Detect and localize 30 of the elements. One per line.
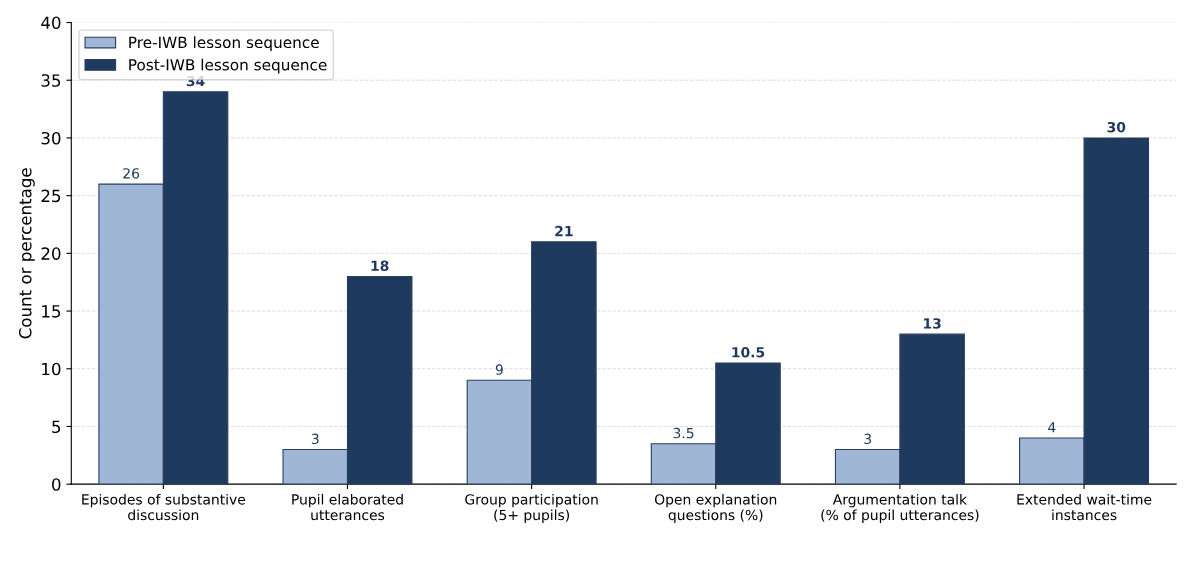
data-label: 30 — [1107, 121, 1126, 133]
y-tick-label: 30 — [41, 131, 61, 145]
y-tick-label: 10 — [42, 362, 61, 376]
y-tick-label: 40 — [41, 16, 61, 30]
data-label: 3 — [311, 433, 319, 445]
x-tick-label: Open explanation questions (%) — [654, 493, 777, 523]
x-tick-label: Argumentation talk (% of pupil utterances) — [821, 493, 979, 523]
x-tick-label: Pupil elaborated utterances — [292, 493, 403, 521]
y-tick-label: 35 — [41, 74, 61, 87]
x-tick-label: Episodes of substantive discussion — [82, 493, 246, 521]
data-label: 3.5 — [673, 427, 694, 439]
y-tick-label: 15 — [42, 305, 61, 318]
data-label: 3 — [864, 433, 871, 445]
y-tick-label: 5 — [52, 420, 61, 434]
legend-label: Pre-IWB lesson sequence — [129, 36, 319, 52]
data-label: 18 — [371, 260, 389, 271]
legend-label: Post-IWB lesson sequence — [129, 58, 327, 74]
x-tick-label: Group participation (5+ pupils) — [465, 493, 598, 523]
y-axis-title: Count or percentage — [18, 168, 35, 339]
data-label: 4 — [1048, 422, 1056, 433]
data-label: 26 — [123, 168, 140, 179]
y-tick-label: 25 — [41, 189, 61, 203]
x-tick-label: Extended wait-time instances — [1017, 493, 1152, 521]
data-label: 13 — [924, 318, 941, 329]
y-tick-label: 0 — [52, 478, 61, 491]
data-label: 9 — [495, 364, 503, 375]
data-label: 21 — [555, 225, 573, 237]
data-label: 10.5 — [732, 347, 765, 358]
data-label: 34 — [186, 75, 205, 87]
y-tick-label: 20 — [41, 247, 61, 260]
